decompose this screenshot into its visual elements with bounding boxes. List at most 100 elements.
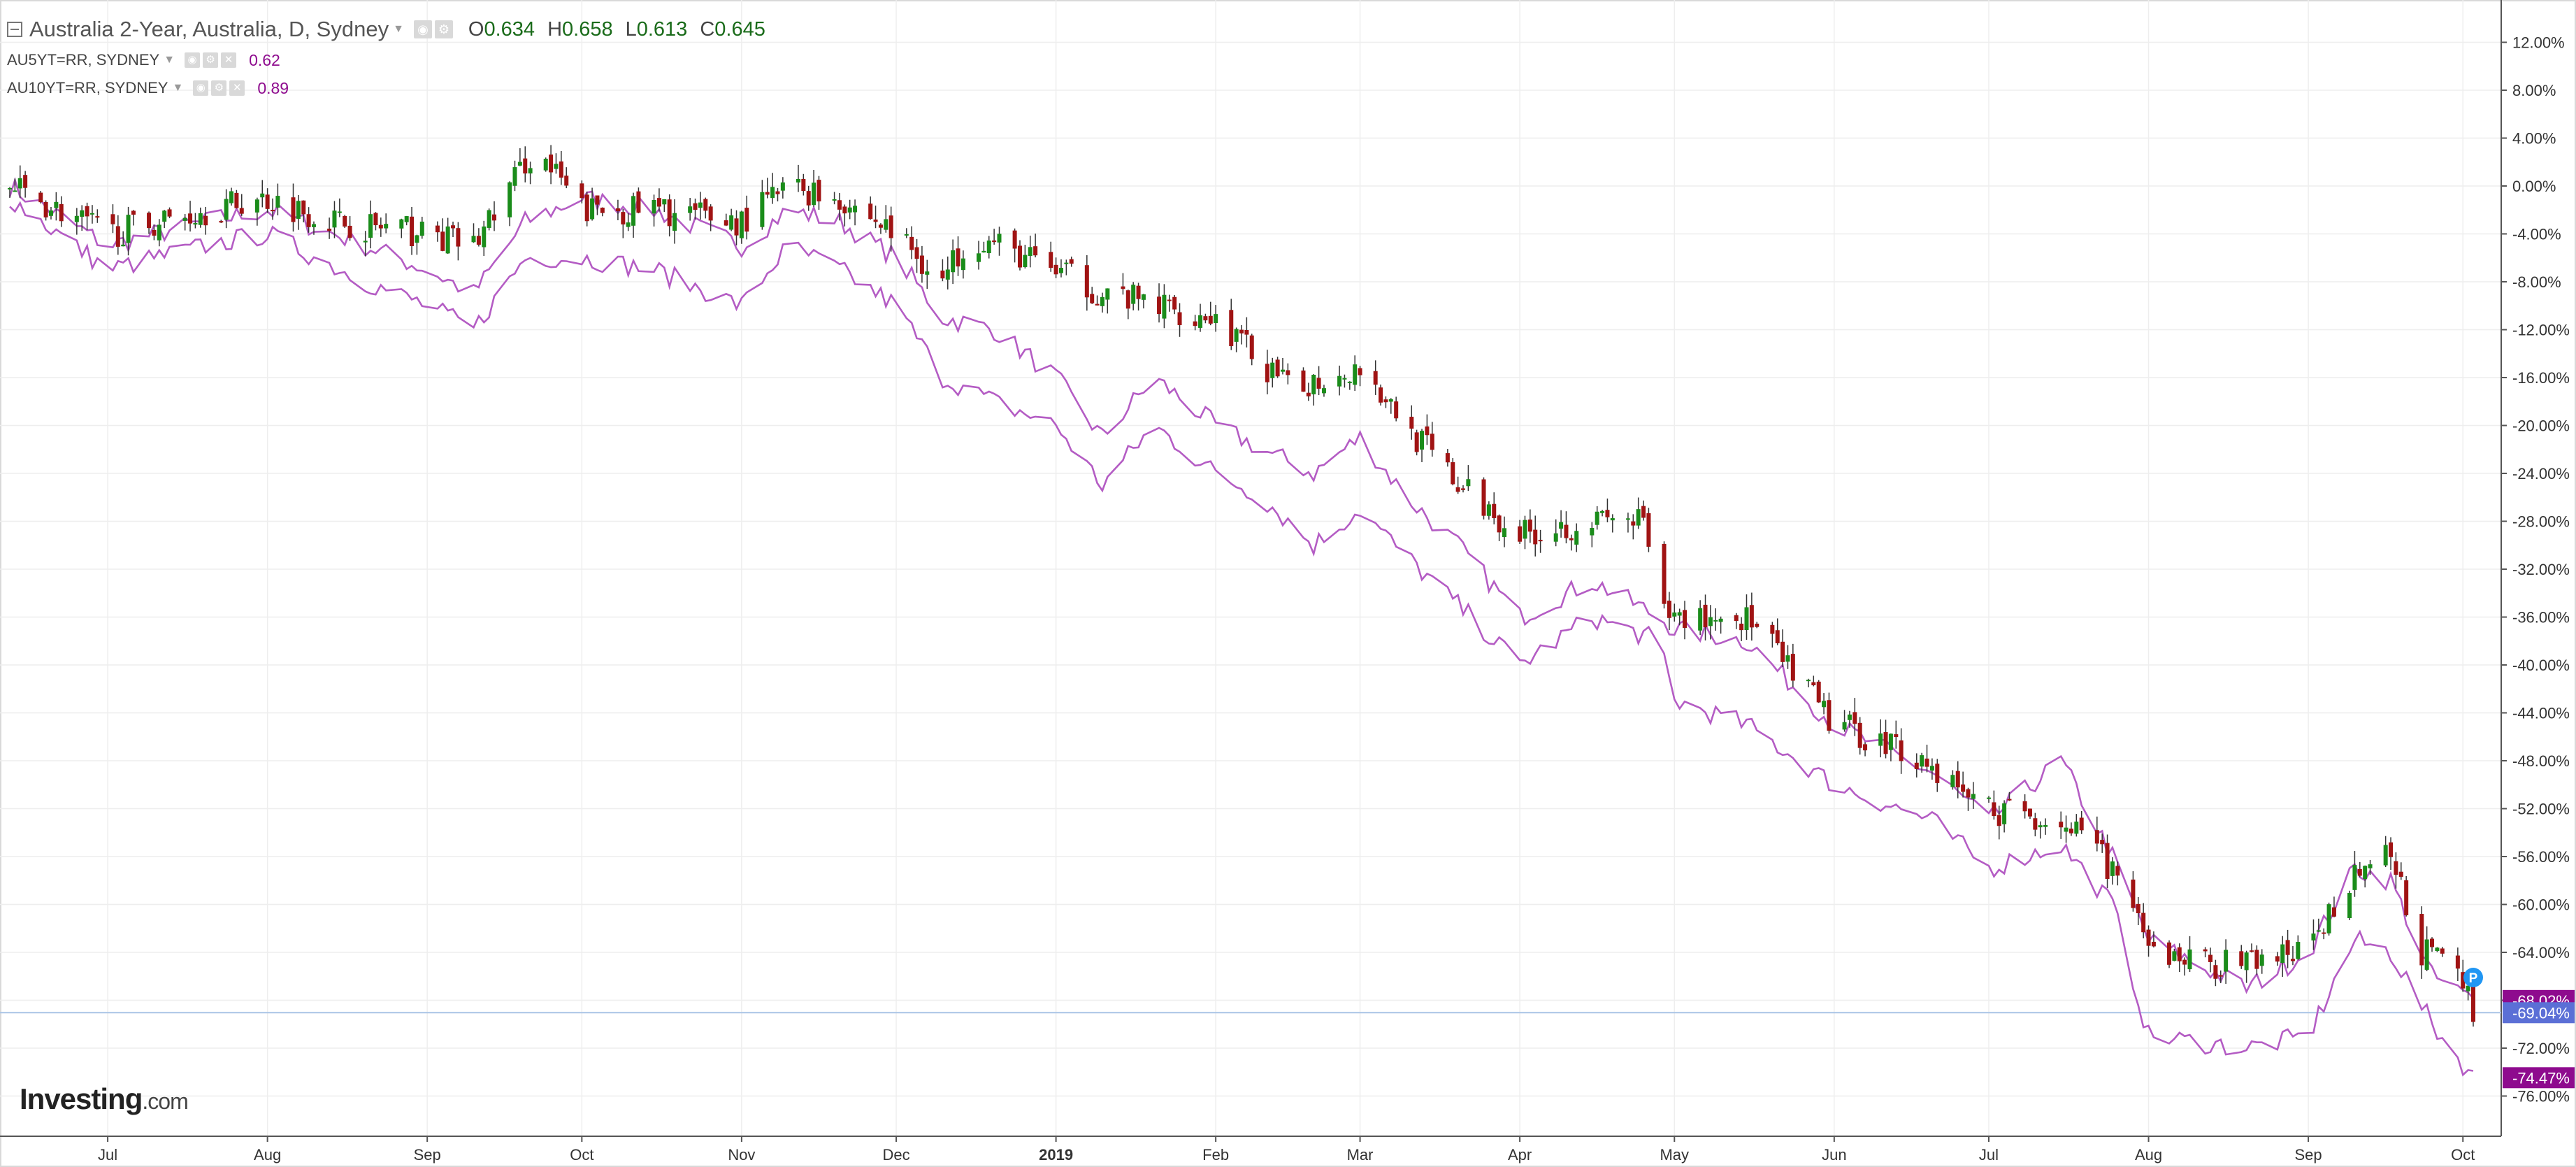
candle-body <box>997 234 1002 243</box>
y-tick-label: -32.00% <box>2512 561 2570 578</box>
candle-body <box>1894 734 1899 737</box>
candle-body <box>2280 944 2285 964</box>
candle-body <box>2027 808 2032 817</box>
candle-body <box>131 210 136 215</box>
open-value: O0.634 <box>468 17 535 41</box>
candle-body <box>384 224 389 229</box>
candle-body <box>2002 803 2007 824</box>
candle-body <box>1935 764 1940 783</box>
candle-body <box>1177 312 1182 325</box>
candle-body <box>1280 369 1285 372</box>
y-tick-label: -20.00% <box>2512 417 2570 435</box>
candle-body <box>1749 605 1754 628</box>
settings-gear-icon[interactable]: ⚙ <box>203 52 219 68</box>
candle-body <box>121 244 126 247</box>
candle-body <box>2141 912 2146 933</box>
candle-body <box>1058 268 1063 273</box>
candle-body <box>203 215 208 226</box>
candle-body <box>796 178 800 182</box>
candle-body <box>327 229 332 231</box>
candle-body <box>2296 942 2301 959</box>
candle-body <box>224 199 229 220</box>
candle-body <box>847 207 852 213</box>
close-icon[interactable]: ✕ <box>229 80 245 96</box>
candle-body <box>1950 775 1955 787</box>
candle-body <box>523 158 528 174</box>
candle-body <box>347 225 352 238</box>
candle-body <box>38 192 43 203</box>
visibility-eye-icon[interactable]: ◉ <box>413 20 432 38</box>
candle-body <box>1347 381 1352 383</box>
candle-body <box>2398 871 2403 877</box>
candle-body <box>1234 329 1239 342</box>
candle-body <box>2363 866 2368 880</box>
overlay-label-au5y[interactable]: AU5YT=RR, SYDNEY <box>7 51 160 69</box>
candle-body <box>2394 861 2398 875</box>
visibility-eye-icon[interactable]: ◉ <box>193 80 209 96</box>
candle-body <box>956 248 960 267</box>
candle-body <box>275 196 280 208</box>
candle-body <box>95 216 100 218</box>
candle-body <box>2471 983 2475 1022</box>
candle-body <box>1734 615 1739 622</box>
candle-body <box>1538 540 1543 542</box>
candle-body <box>1358 368 1362 375</box>
candle-body <box>904 234 909 236</box>
candle-body <box>445 226 450 254</box>
candle-body <box>74 215 79 222</box>
candle-body <box>1992 802 1996 817</box>
candle-body <box>378 224 383 229</box>
candle-body <box>1883 732 1888 754</box>
candle-body <box>2435 947 2440 952</box>
candle-body <box>1430 434 1434 450</box>
candle-body <box>2357 868 2362 876</box>
candle-body <box>621 212 626 224</box>
collapse-legend-button[interactable] <box>7 22 22 37</box>
candle-body <box>1321 388 1326 394</box>
visibility-eye-icon[interactable]: ◉ <box>185 52 201 68</box>
candle-body <box>2167 942 2172 965</box>
candle-body <box>801 178 806 192</box>
overlay-legend-au5y: AU5YT=RR, SYDNEY ▼ ◉ ⚙ ✕ 0.62 <box>7 49 280 71</box>
candle-body <box>559 161 563 178</box>
candle-body <box>2022 801 2027 812</box>
settings-gear-icon[interactable]: ⚙ <box>434 20 453 38</box>
chevron-down-icon[interactable]: ▼ <box>393 23 404 35</box>
settings-gear-icon[interactable]: ⚙ <box>211 80 227 96</box>
candle-body <box>1095 303 1100 306</box>
symbol-title[interactable]: Australia 2-Year, Australia, D, Sydney <box>29 17 389 41</box>
y-tick-label: -16.00% <box>2512 369 2570 387</box>
candle-body <box>337 211 342 213</box>
candle-body <box>816 180 821 202</box>
chevron-down-icon[interactable]: ▼ <box>164 54 175 66</box>
close-icon[interactable]: ✕ <box>221 52 237 68</box>
candle-body <box>693 203 698 210</box>
candle-body <box>1125 290 1130 309</box>
candle-body <box>332 210 337 228</box>
overlay-label-au10y[interactable]: AU10YT=RR, SYDNEY <box>7 79 168 96</box>
y-tick-label: -72.00% <box>2512 1040 2570 1057</box>
candle-body <box>1863 744 1868 751</box>
candle-body <box>1502 528 1506 538</box>
candle-body <box>291 197 296 222</box>
candle-body <box>2389 842 2394 857</box>
y-tick-label: -28.00% <box>2512 513 2570 531</box>
candle-body <box>2461 972 2466 989</box>
candle-body <box>1033 246 1038 256</box>
candle-body <box>2110 861 2115 876</box>
candle-body <box>2146 929 2151 946</box>
candle-body <box>2455 955 2460 969</box>
candle-body <box>1249 335 1254 359</box>
chevron-down-icon[interactable]: ▼ <box>172 82 184 94</box>
last-value-tag <box>2503 1002 2575 1024</box>
candle-body <box>1157 296 1162 315</box>
candle-body <box>157 224 161 241</box>
candle-body <box>198 213 203 225</box>
candle-body <box>2074 821 2079 834</box>
y-tick-label: -12.00% <box>2512 322 2570 339</box>
candle-body <box>1461 488 1466 490</box>
candle-body <box>543 159 548 171</box>
candle-body <box>1527 520 1532 532</box>
